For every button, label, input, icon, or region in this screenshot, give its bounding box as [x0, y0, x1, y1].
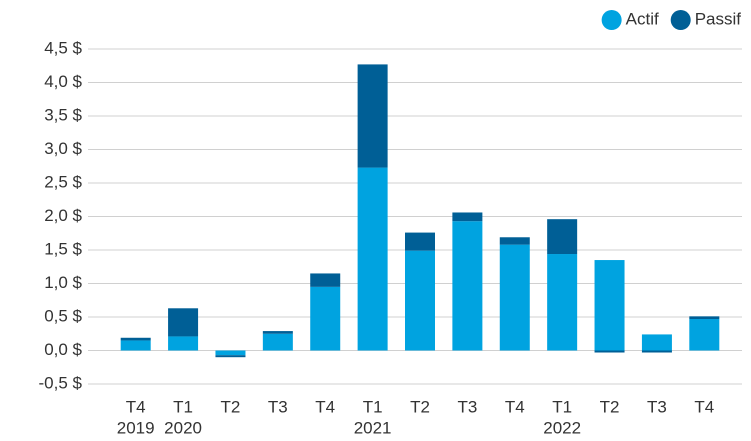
legend-label: Passif — [695, 9, 742, 28]
x-tick-year: 2021 — [354, 418, 392, 437]
bar-segment — [215, 350, 246, 356]
x-tick-label: T4 — [505, 397, 525, 416]
y-tick-label: 2,0 $ — [44, 206, 82, 225]
bar-segment — [452, 221, 483, 351]
bar-segment — [405, 232, 435, 251]
legend-swatch — [670, 10, 691, 30]
x-tick-label: T3 — [457, 397, 477, 416]
y-tick-label: 3,5 $ — [44, 105, 82, 124]
bar-segment — [405, 250, 435, 351]
bar-segment — [168, 308, 199, 337]
x-tick-year: 2019 — [117, 418, 155, 437]
x-tick-label: T1 — [552, 397, 572, 416]
bar-segment — [262, 333, 293, 351]
x-tick-label: T2 — [221, 397, 241, 416]
y-tick-label: 3,0 $ — [44, 139, 82, 158]
bar-segment — [594, 260, 625, 351]
x-tick-label: T3 — [268, 397, 288, 416]
x-tick-label: T2 — [410, 397, 430, 416]
bar-segment — [357, 167, 388, 351]
y-tick-label: 0,5 $ — [44, 306, 82, 325]
y-tick-label: 2,5 $ — [44, 172, 82, 191]
bar-segment — [499, 244, 530, 351]
x-tick-label: T1 — [173, 397, 193, 416]
x-tick-label: T4 — [126, 397, 146, 416]
x-tick-year: 2020 — [164, 418, 202, 437]
y-tick-label: 1,0 $ — [44, 273, 82, 292]
x-tick-year: 2022 — [543, 418, 581, 437]
y-tick-label: 0,0 $ — [44, 340, 82, 359]
x-tick-label: T3 — [647, 397, 667, 416]
bar-segment — [641, 334, 672, 351]
y-tick-label: 4,5 $ — [44, 38, 82, 57]
bar-segment — [547, 219, 578, 255]
bar-segment — [499, 237, 530, 245]
bar-segment — [547, 254, 578, 351]
y-tick-label: 4,0 $ — [44, 72, 82, 91]
x-tick-label: T4 — [315, 397, 335, 416]
legend-swatch — [601, 10, 622, 30]
y-tick-label: 1,5 $ — [44, 239, 82, 258]
legend-label: Actif — [626, 9, 659, 28]
bar-segment — [168, 336, 199, 351]
bar-segment — [689, 316, 720, 320]
bar-segment — [452, 212, 483, 222]
bar-segment — [262, 331, 293, 334]
x-tick-label: T2 — [600, 397, 620, 416]
bar-segment — [357, 64, 388, 168]
bar-segment — [594, 350, 625, 353]
y-tick-label: -0,5 $ — [39, 373, 83, 392]
bar-segment — [689, 319, 720, 351]
bar-segment — [641, 350, 672, 353]
bar-segment — [120, 337, 151, 341]
bar-segment — [310, 286, 341, 351]
bar-segment — [310, 273, 341, 287]
bar-segment — [120, 340, 151, 351]
x-tick-label: T1 — [363, 397, 383, 416]
bar-segment — [215, 355, 246, 358]
x-tick-label: T4 — [694, 397, 714, 416]
